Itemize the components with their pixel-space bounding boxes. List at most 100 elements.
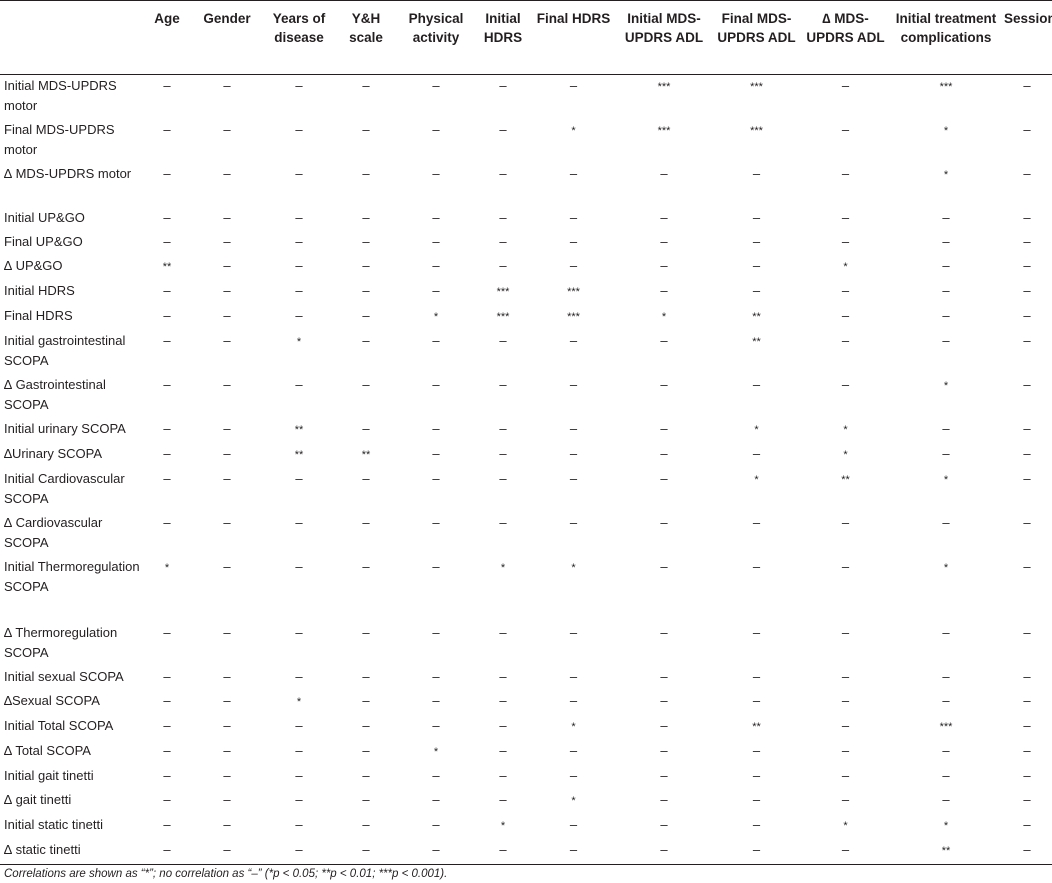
table-cell: – <box>1023 669 1031 684</box>
table-row: Initial Thermoregulation SCOPA * – – – – * * – – –… <box>0 556 1052 622</box>
row-label: Initial Total SCOPA <box>4 718 114 733</box>
row-label: ∆ Thermoregulation SCOPA <box>4 625 118 660</box>
table-body: Initial MDS-UPDRS motor – – – – – – – *** *** – ***… <box>0 75 1052 865</box>
table-cell: – <box>1023 421 1031 436</box>
row-label: Initial HDRS <box>4 283 75 298</box>
table-cell: – <box>432 166 440 181</box>
table-cell: – <box>295 559 303 574</box>
row-label: Initial Cardiovascular SCOPA <box>4 471 125 506</box>
table-cell: – <box>569 471 578 486</box>
correlation-table: Age Gender Years of disease Y&H scale Physic… <box>0 0 1052 865</box>
table-cell: – <box>752 234 761 249</box>
table-cell: – <box>295 625 303 640</box>
column-header: Initial MDS-UPDRS ADL <box>624 11 704 45</box>
table-cell: *** <box>496 311 510 323</box>
table-cell: – <box>752 166 761 181</box>
table-cell: – <box>841 559 850 574</box>
table-cell: – <box>499 718 507 733</box>
table-cell: – <box>223 210 231 225</box>
table-cell: – <box>1023 625 1031 640</box>
table-cell: * <box>943 820 949 832</box>
table-cell: – <box>1023 78 1031 93</box>
table-cell: – <box>432 421 440 436</box>
table-cell: – <box>163 283 171 298</box>
table-cell: – <box>841 842 850 857</box>
table-cell: – <box>163 333 171 348</box>
table-cell: – <box>295 210 303 225</box>
table-cell: * <box>943 169 949 181</box>
table-cell: – <box>362 743 370 758</box>
table-cell: – <box>223 817 231 832</box>
table-cell: – <box>295 792 303 807</box>
table-cell: – <box>432 515 440 530</box>
table-row: ∆ Gastrointestinal SCOPA – – – – – – – – – – * – <box>0 374 1052 418</box>
table-cell: – <box>223 333 231 348</box>
table-cell: – <box>841 308 850 323</box>
table-row: Initial Cardiovascular SCOPA – – – – – – – – * ** *… <box>0 468 1052 512</box>
table-cell: – <box>569 515 578 530</box>
table-cell: – <box>660 258 668 273</box>
table-cell: – <box>1023 446 1031 461</box>
table-cell: – <box>942 258 950 273</box>
table-cell: – <box>499 210 507 225</box>
table-cell: – <box>1023 693 1031 708</box>
table-cell: – <box>223 166 231 181</box>
table-cell: – <box>223 471 231 486</box>
table-cell: – <box>841 78 850 93</box>
table-cell: – <box>752 559 761 574</box>
row-label: ∆ Total SCOPA <box>4 743 91 758</box>
table-cell: – <box>569 421 578 436</box>
table-cell: – <box>752 693 761 708</box>
table-row: ∆ MDS-UPDRS motor – – – – – – – – – – * – <box>0 163 1052 207</box>
table-cell: – <box>660 210 668 225</box>
table-cell: – <box>660 515 668 530</box>
table-cell: – <box>295 377 303 392</box>
table-row: Initial urinary SCOPA – – ** – – – – – * * – – <box>0 418 1052 443</box>
table-cell: – <box>163 210 171 225</box>
table-cell: – <box>660 377 668 392</box>
table-cell: – <box>841 283 850 298</box>
row-label: Initial gastrointestinal SCOPA <box>4 333 126 368</box>
table-cell: – <box>432 768 440 783</box>
table-cell: – <box>942 625 950 640</box>
table-cell: – <box>942 234 950 249</box>
row-label: Initial urinary SCOPA <box>4 421 126 436</box>
table-cell: – <box>660 817 668 832</box>
table-row: Initial sexual SCOPA – – – – – – – – – – – – <box>0 666 1052 690</box>
row-label: Final HDRS <box>4 308 73 323</box>
table-cell: – <box>1023 166 1031 181</box>
table-cell: – <box>223 625 231 640</box>
table-cell: – <box>223 377 231 392</box>
row-label: ∆ static tinetti <box>4 842 81 857</box>
table-cell: – <box>752 792 761 807</box>
table-cell: – <box>499 377 507 392</box>
table-cell: – <box>362 718 370 733</box>
table-cell: – <box>1023 122 1031 137</box>
table-cell: – <box>569 817 578 832</box>
table-cell: – <box>752 768 761 783</box>
table-cell: – <box>499 333 507 348</box>
row-label: ∆ Gastrointestinal SCOPA <box>4 377 106 412</box>
row-label: ∆ MDS-UPDRS motor <box>4 166 132 181</box>
row-label: ∆ Cardiovascular SCOPA <box>4 515 103 550</box>
row-label: ∆ gait tinetti <box>4 792 72 807</box>
table-cell: *** <box>567 311 580 323</box>
table-cell: * <box>843 424 848 436</box>
table-cell: – <box>499 166 507 181</box>
table-cell: *** <box>657 125 671 137</box>
table-cell: – <box>295 842 303 857</box>
table-cell: – <box>942 743 950 758</box>
table-cell: – <box>841 377 850 392</box>
table-cell: – <box>660 693 668 708</box>
table-cell: – <box>841 625 850 640</box>
table-cell: – <box>432 625 440 640</box>
table-cell: – <box>223 693 231 708</box>
table-cell: – <box>752 515 761 530</box>
column-header: Years of disease <box>272 11 326 45</box>
table-cell: – <box>942 515 950 530</box>
table-cell: – <box>362 283 370 298</box>
table-cell: – <box>841 669 850 684</box>
table-cell: * <box>754 474 759 486</box>
row-label: Initial UP&GO <box>4 210 85 225</box>
table-cell: – <box>660 421 668 436</box>
